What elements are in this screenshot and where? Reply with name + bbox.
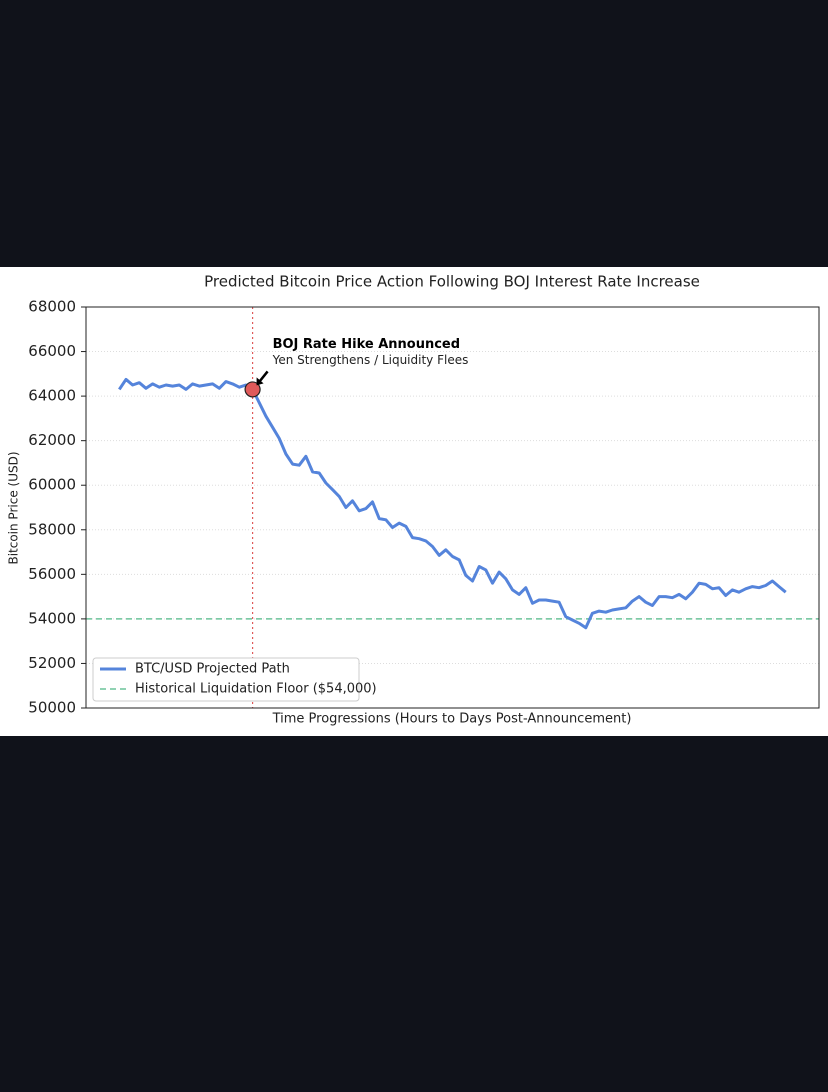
legend-label: Historical Liquidation Floor ($54,000) [135, 682, 377, 697]
annotation-subtitle: Yen Strengthens / Liquidity Flees [272, 353, 469, 367]
y-tick-label: 58000 [28, 520, 76, 538]
x-axis-label: Time Progressions (Hours to Days Post-An… [272, 712, 632, 727]
annotation-arrow [258, 370, 269, 383]
y-tick-label: 60000 [28, 476, 76, 494]
legend-box [92, 657, 360, 702]
series-line [118, 377, 787, 630]
y-tick-label: 50000 [28, 699, 76, 717]
y-tick-label: 66000 [28, 342, 76, 360]
annotation-title: BOJ Rate Hike Announced [273, 337, 460, 352]
legend-label: BTC/USD Projected Path [135, 662, 290, 677]
plot-frame [85, 306, 820, 709]
y-tick-label: 56000 [28, 565, 76, 583]
y-tick-label: 52000 [28, 654, 76, 672]
y-tick-label: 54000 [28, 609, 76, 627]
y-tick-label: 68000 [28, 298, 76, 316]
event-marker [244, 381, 261, 398]
annotation-arrowhead [256, 377, 264, 386]
y-tick-label: 64000 [28, 387, 76, 405]
chart-title: Predicted Bitcoin Price Action Following… [204, 273, 700, 291]
y-axis-label: Bitcoin Price (USD) [7, 451, 21, 564]
y-tick-label: 62000 [28, 431, 76, 449]
